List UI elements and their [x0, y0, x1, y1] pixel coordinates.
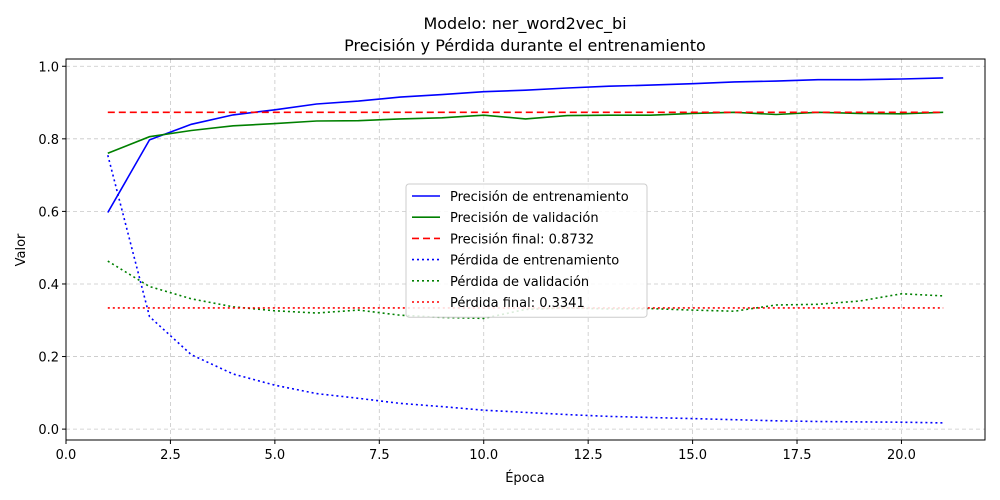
x-tick-label: 20.0 [887, 448, 916, 463]
series-lines [107, 77, 944, 424]
legend-label: Precisión final: 0.8732 [450, 232, 594, 247]
y-tick-label: 0.4 [38, 278, 59, 293]
series-line-1 [107, 111, 944, 155]
legend-label: Pérdida de validación [450, 275, 589, 290]
legend-label: Precisión de entrenamiento [450, 190, 629, 205]
legend-label: Precisión de validación [450, 211, 599, 226]
legend-box [405, 183, 648, 318]
y-tick-label: 0.8 [38, 133, 59, 148]
x-tick-label: 5.0 [265, 448, 286, 463]
x-axis-label: Época [505, 470, 545, 486]
chart-subtitle: Precisión y Pérdida durante el entrenami… [344, 36, 706, 55]
legend: Precisión de entrenamiento Precisión de v… [405, 183, 648, 318]
y-axis-label: Valor [14, 233, 29, 266]
x-tick-label: 10.0 [469, 448, 498, 463]
ticks: 0.0 2.5 5.0 7.5 10.0 12.5 15.0 17.5 20.0 0.0 0.2 0.… [38, 60, 916, 463]
y-tick-label: 0.2 [38, 351, 59, 366]
y-tick-label: 0.6 [38, 205, 59, 220]
x-tick-label: 0.0 [56, 448, 77, 463]
y-tick-label: 1.0 [38, 60, 59, 75]
series-line-0 [107, 77, 944, 213]
x-tick-label: 2.5 [160, 448, 181, 463]
x-tick-label: 12.5 [574, 448, 603, 463]
plot-frame [65, 58, 986, 441]
x-tick-label: 15.0 [678, 448, 707, 463]
x-tick-label: 7.5 [369, 448, 390, 463]
legend-label: Pérdida final: 0.3341 [450, 296, 585, 311]
chart-title: Modelo: ner_word2vec_bi [423, 14, 626, 34]
y-tick-label: 0.0 [38, 423, 59, 438]
x-tick-label: 17.5 [783, 448, 812, 463]
legend-label: Pérdida de entrenamiento [450, 254, 619, 269]
